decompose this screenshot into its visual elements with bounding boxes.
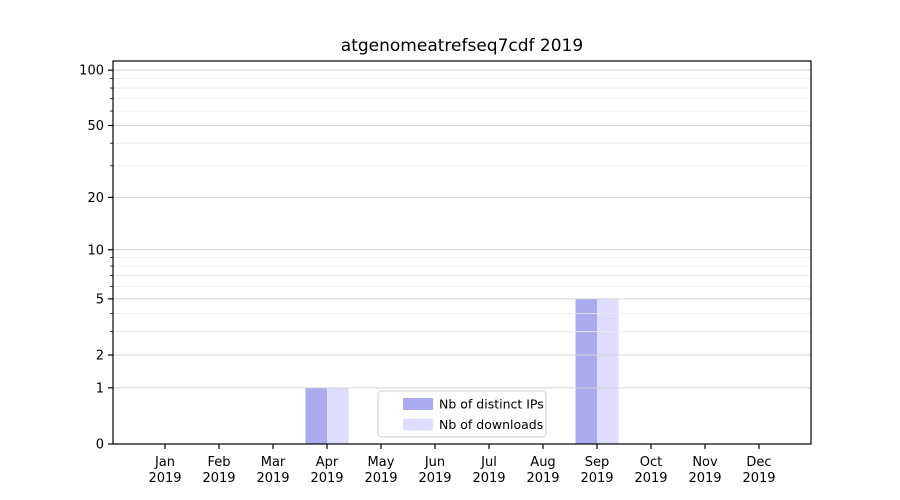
legend-label-nb-of-distinct-ips: Nb of distinct IPs [439,397,544,412]
y-tick-label: 20 [87,191,104,206]
legend: Nb of distinct IPs Nb of downloads [377,390,547,438]
y-tick-label: 2 [96,349,104,364]
x-tick-label-month: Oct [640,455,662,470]
y-tick-label: 0 [96,438,104,453]
x-tick-label-month: Jun [424,455,445,470]
x-tick-label-month: Apr [316,455,339,470]
bar-nb-of-distinct-ips-sep [575,298,597,444]
x-tick-label-year: 2019 [580,471,613,486]
x-tick-label-year: 2019 [364,471,397,486]
x-tick-label-month: Aug [530,455,555,470]
legend-label-nb-of-downloads: Nb of downloads [439,417,543,432]
x-tick-label-year: 2019 [688,471,721,486]
x-tick-label-month: Mar [261,455,286,470]
y-tick-label: 100 [79,64,104,79]
plot-border [112,60,812,445]
legend-swatch-nb-of-distinct-ips [403,398,433,410]
x-tick-label-month: Jul [480,455,497,470]
x-tick-label-year: 2019 [202,471,235,486]
y-tick-label: 10 [87,243,104,258]
x-tick-label-month: Feb [207,455,230,470]
legend-swatch-nb-of-downloads [403,418,433,431]
x-tick-label-year: 2019 [742,471,775,486]
axes-layer: 0125102050100Jan2019Feb2019Mar2019Apr201… [79,60,812,486]
bars-layer [305,298,619,444]
x-tick-label-year: 2019 [526,471,559,486]
x-tick-label-month: Dec [746,455,771,470]
x-tick-label-month: Sep [585,455,610,470]
x-tick-label-year: 2019 [418,471,451,486]
x-tick-label-year: 2019 [472,471,505,486]
x-tick-label-month: May [368,455,395,470]
x-tick-label-year: 2019 [634,471,667,486]
y-tick-label: 50 [87,119,104,134]
x-tick-label-year: 2019 [148,471,181,486]
x-tick-label-year: 2019 [256,471,289,486]
bar-nb-of-distinct-ips-apr [305,387,327,444]
chart-title: atgenomeatrefseq7cdf 2019 [341,36,583,56]
x-tick-label-month: Jan [154,455,175,470]
y-tick-label: 1 [96,381,104,396]
grid-layer [113,69,811,389]
bar-nb-of-downloads-sep [597,298,619,444]
x-tick-label-month: Nov [692,455,718,470]
x-tick-label-year: 2019 [310,471,343,486]
bar-nb-of-downloads-apr [327,387,349,444]
y-tick-label: 5 [96,292,104,307]
